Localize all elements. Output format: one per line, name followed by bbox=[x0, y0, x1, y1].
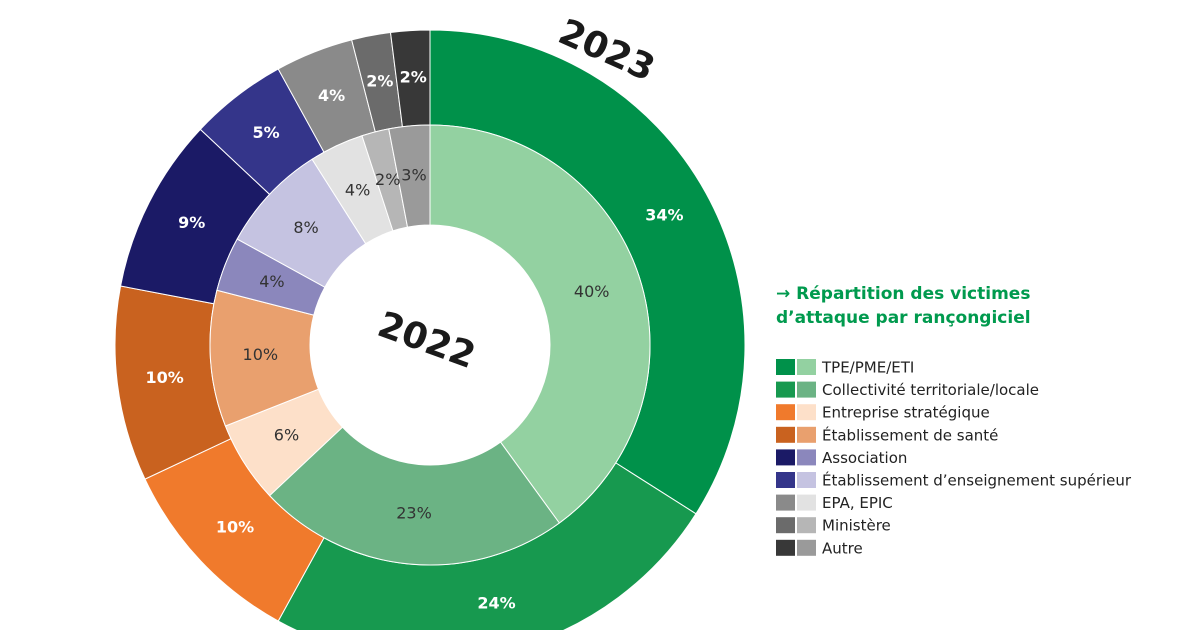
legend-label: Autre bbox=[822, 539, 863, 557]
legend-label: Association bbox=[822, 449, 907, 467]
value-label: 34% bbox=[645, 206, 683, 225]
value-label: 3% bbox=[401, 165, 426, 184]
legend-swatch bbox=[797, 381, 816, 398]
legend-title-line: → Répartition des victimes bbox=[776, 284, 1030, 304]
donut-segment bbox=[268, 426, 561, 566]
legend-swatch bbox=[776, 494, 795, 511]
legend-swatch bbox=[797, 426, 816, 443]
legend-swatch bbox=[797, 449, 816, 466]
value-label: 4% bbox=[345, 181, 370, 200]
legend: TPE/PME/ETI Collectivité territoriale/loc… bbox=[776, 359, 1132, 557]
value-label: 10% bbox=[243, 345, 279, 364]
legend-swatch bbox=[797, 517, 816, 534]
legend-swatch bbox=[776, 426, 795, 443]
legend-swatch bbox=[797, 539, 816, 556]
value-label: 23% bbox=[396, 504, 432, 523]
value-label: 2% bbox=[400, 68, 427, 87]
legend-swatch bbox=[797, 494, 816, 511]
value-labels: 34% 24% 10% 10% 9% 5% 4% 2% 2% 40% 23% 6% 10% 4% 8% 4% 2… bbox=[145, 68, 683, 613]
legend-swatch bbox=[776, 472, 795, 488]
legend-label: TPE/PME/ETI bbox=[821, 359, 914, 377]
rings bbox=[114, 29, 746, 630]
value-label: 6% bbox=[274, 426, 299, 445]
legend-swatch bbox=[797, 472, 816, 488]
legend-swatch bbox=[776, 359, 795, 375]
legend-label: Collectivité territoriale/locale bbox=[822, 381, 1039, 399]
value-label: 4% bbox=[318, 86, 345, 105]
value-label: 2% bbox=[375, 170, 400, 189]
legend-swatch bbox=[797, 359, 816, 375]
legend-swatch bbox=[776, 539, 795, 556]
value-label: 5% bbox=[252, 123, 279, 142]
legend-swatch bbox=[776, 517, 795, 534]
legend-label: Entreprise stratégique bbox=[822, 404, 990, 422]
value-label: 10% bbox=[145, 368, 183, 387]
legend-label: Établissement d’enseignement supérieur bbox=[822, 471, 1132, 490]
inner-year-label: 2022 bbox=[372, 304, 480, 377]
value-label: 2% bbox=[366, 72, 393, 91]
legend-label: Établissement de santé bbox=[822, 425, 998, 444]
legend-swatch bbox=[797, 404, 816, 421]
value-label: 40% bbox=[574, 282, 610, 301]
value-label: 8% bbox=[293, 218, 318, 237]
legend-swatch bbox=[776, 381, 795, 398]
legend-label: EPA, EPIC bbox=[822, 494, 893, 512]
donut-segment bbox=[429, 124, 651, 524]
donut-segment bbox=[388, 124, 431, 228]
legend-title-line: d’attaque par rançongiciel bbox=[776, 308, 1031, 328]
value-label: 10% bbox=[216, 518, 254, 537]
legend-swatch bbox=[776, 449, 795, 466]
legend-swatch bbox=[776, 404, 795, 421]
value-label: 4% bbox=[259, 272, 284, 291]
value-label: 9% bbox=[178, 213, 205, 232]
value-label: 24% bbox=[477, 594, 515, 613]
legend-label: Ministère bbox=[822, 517, 891, 535]
